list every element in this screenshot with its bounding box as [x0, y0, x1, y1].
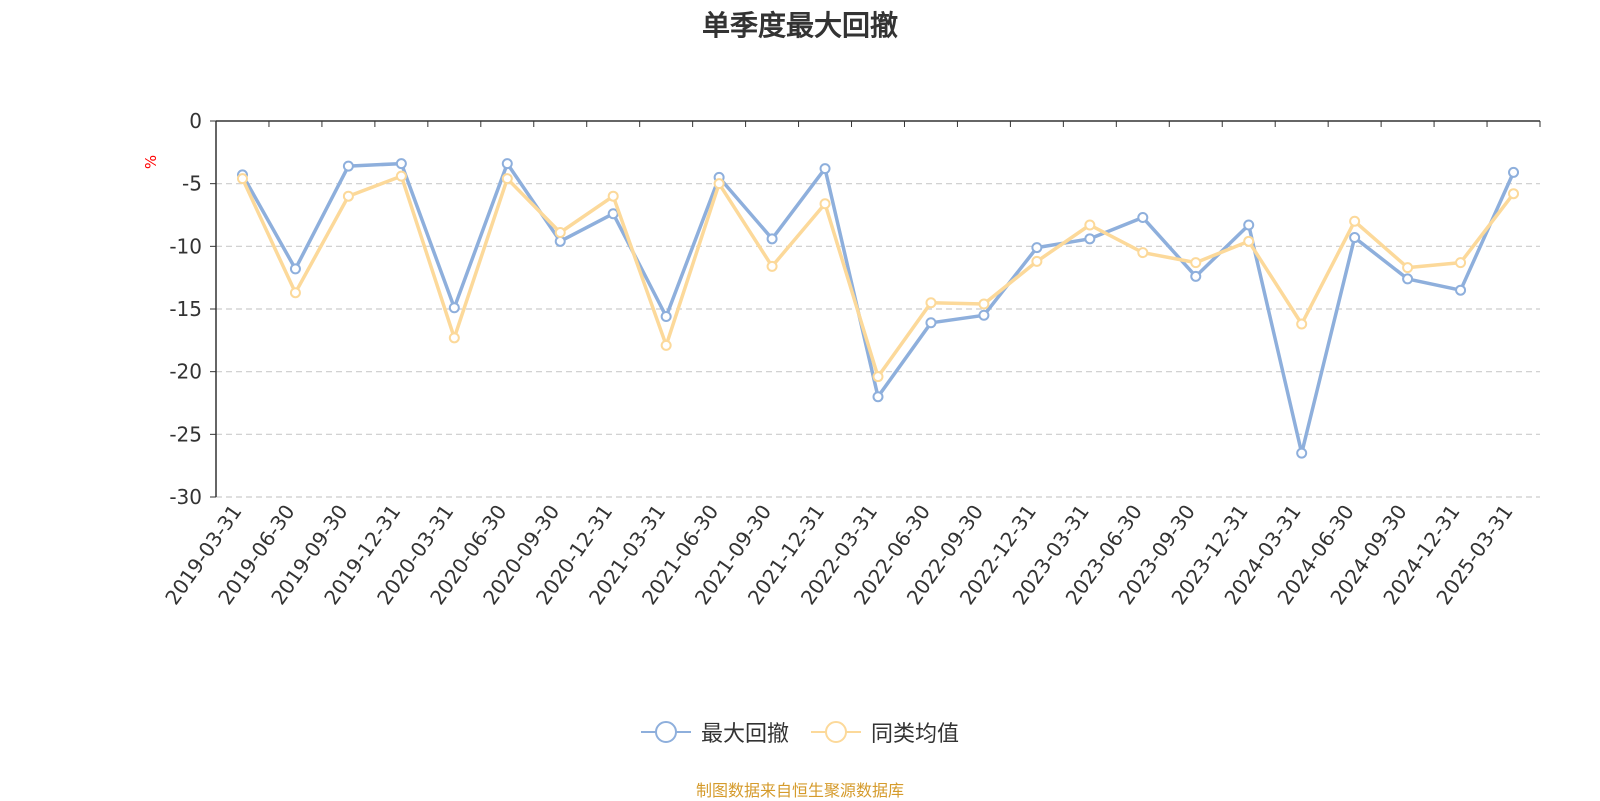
- data-point[interactable]: [501, 158, 513, 170]
- data-point[interactable]: [1031, 255, 1043, 267]
- y-tick-label: -15: [169, 297, 202, 321]
- legend: 最大回撤 同类均值: [0, 716, 1600, 748]
- data-point[interactable]: [342, 190, 354, 202]
- data-point[interactable]: [660, 311, 672, 323]
- series-lines: [236, 158, 1520, 459]
- data-point[interactable]: [978, 309, 990, 321]
- data-point[interactable]: [872, 391, 884, 403]
- data-point[interactable]: [978, 298, 990, 310]
- data-point[interactable]: [1508, 166, 1520, 178]
- data-point[interactable]: [713, 178, 725, 190]
- data-point[interactable]: [1243, 219, 1255, 231]
- data-point[interactable]: [1349, 215, 1361, 227]
- data-point[interactable]: [766, 233, 778, 245]
- data-point[interactable]: [1137, 212, 1149, 224]
- data-point[interactable]: [1084, 219, 1096, 231]
- series-1: [236, 170, 1520, 383]
- data-point[interactable]: [1402, 262, 1414, 274]
- data-point[interactable]: [1190, 257, 1202, 269]
- data-point[interactable]: [395, 158, 407, 170]
- data-point[interactable]: [289, 287, 301, 299]
- data-point[interactable]: [1296, 447, 1308, 459]
- data-point[interactable]: [872, 371, 884, 383]
- y-tick-label: -5: [182, 172, 202, 196]
- series-0: [236, 158, 1520, 459]
- data-point[interactable]: [925, 317, 937, 329]
- data-point[interactable]: [1296, 318, 1308, 330]
- data-point[interactable]: [1031, 242, 1043, 254]
- data-point[interactable]: [1349, 232, 1361, 244]
- data-point[interactable]: [925, 297, 937, 309]
- data-point[interactable]: [1455, 257, 1467, 269]
- gridlines: [216, 183, 1540, 498]
- data-point[interactable]: [766, 260, 778, 272]
- series-line: [240, 174, 1515, 379]
- data-point[interactable]: [1190, 270, 1202, 282]
- data-point[interactable]: [554, 227, 566, 239]
- data-point[interactable]: [342, 160, 354, 172]
- legend-marker-icon: [811, 721, 861, 743]
- data-point[interactable]: [501, 173, 513, 185]
- series-line: [240, 161, 1516, 455]
- y-tick-label: -30: [169, 485, 202, 509]
- data-point[interactable]: [1508, 188, 1520, 200]
- y-tick-label: -25: [169, 422, 202, 446]
- data-point[interactable]: [1402, 273, 1414, 285]
- data-point[interactable]: [1137, 247, 1149, 259]
- data-point[interactable]: [1243, 235, 1255, 247]
- data-point[interactable]: [554, 235, 566, 247]
- legend-label: 同类均值: [871, 722, 960, 747]
- data-point[interactable]: [819, 163, 831, 175]
- y-tick-label: -10: [169, 234, 202, 258]
- data-point[interactable]: [1084, 233, 1096, 245]
- data-point[interactable]: [607, 208, 619, 220]
- y-axis-unit-label: %: [142, 155, 160, 169]
- source-note: 制图数据来自恒生聚源数据库: [695, 781, 904, 800]
- legend-marker-icon: [640, 721, 691, 743]
- data-point[interactable]: [395, 170, 407, 182]
- data-point[interactable]: [289, 263, 301, 275]
- y-tick-label: 0: [189, 109, 202, 133]
- data-point[interactable]: [448, 302, 460, 314]
- legend-item-series-0[interactable]: 最大回撤: [640, 716, 789, 748]
- y-tick-label: -20: [169, 360, 202, 384]
- data-point[interactable]: [448, 332, 460, 344]
- data-point[interactable]: [1455, 284, 1467, 296]
- legend-label: 最大回撤: [700, 722, 789, 747]
- data-point[interactable]: [660, 339, 672, 351]
- data-point[interactable]: [819, 198, 831, 210]
- data-point[interactable]: [236, 173, 248, 185]
- data-point[interactable]: [607, 190, 619, 202]
- chart-title: 单季度最大回撤: [701, 9, 898, 42]
- legend-item-series-1[interactable]: 同类均值: [811, 716, 959, 748]
